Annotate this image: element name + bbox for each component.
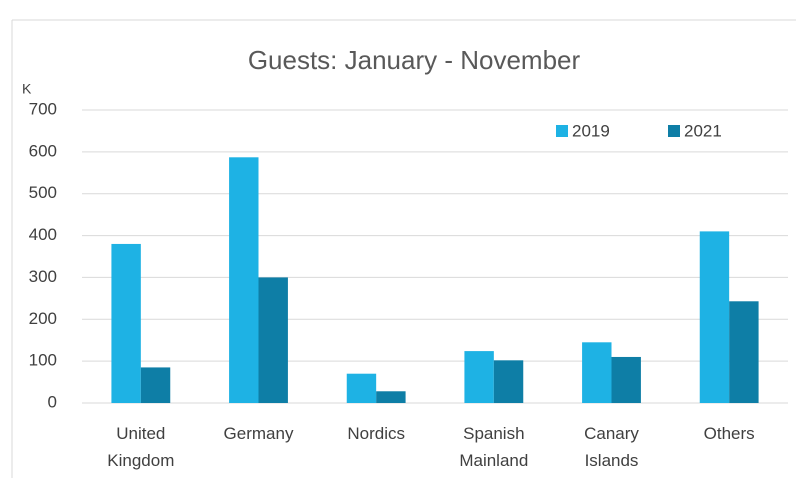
x-tick-label: United Kingdom [107, 424, 174, 470]
y-tick-label: 300 [29, 267, 57, 286]
y-tick-label: 700 [29, 99, 57, 118]
y-tick-label: 100 [29, 351, 57, 370]
y-tick-label: 200 [29, 309, 57, 328]
y-tick-label: 0 [48, 392, 57, 411]
bar [346, 373, 377, 403]
y-tick-label: 500 [29, 183, 57, 202]
bar [493, 360, 524, 403]
bar [611, 356, 641, 403]
x-tick-label: Others [704, 424, 755, 443]
bar [729, 301, 759, 403]
bar [111, 243, 141, 403]
bar [582, 342, 612, 403]
x-tick-label: Germany [224, 424, 294, 443]
bar [699, 231, 730, 403]
bar [229, 157, 259, 403]
legend-swatch [556, 125, 568, 137]
legend-label: 2021 [684, 121, 722, 140]
x-tick-label: Nordics [347, 424, 405, 443]
x-tick-label: Spanish Mainland [459, 424, 528, 470]
bar [376, 391, 406, 403]
chart-title: Guests: January - November [248, 45, 581, 75]
bar [464, 351, 494, 403]
bar [258, 277, 288, 403]
y-tick-label: 400 [29, 225, 57, 244]
legend-swatch [668, 125, 680, 137]
bar [140, 367, 171, 403]
y-unit: K [22, 81, 32, 97]
x-tick-label: Canary Islands [584, 424, 639, 470]
legend-label: 2019 [572, 121, 610, 140]
y-tick-label: 600 [29, 141, 57, 160]
